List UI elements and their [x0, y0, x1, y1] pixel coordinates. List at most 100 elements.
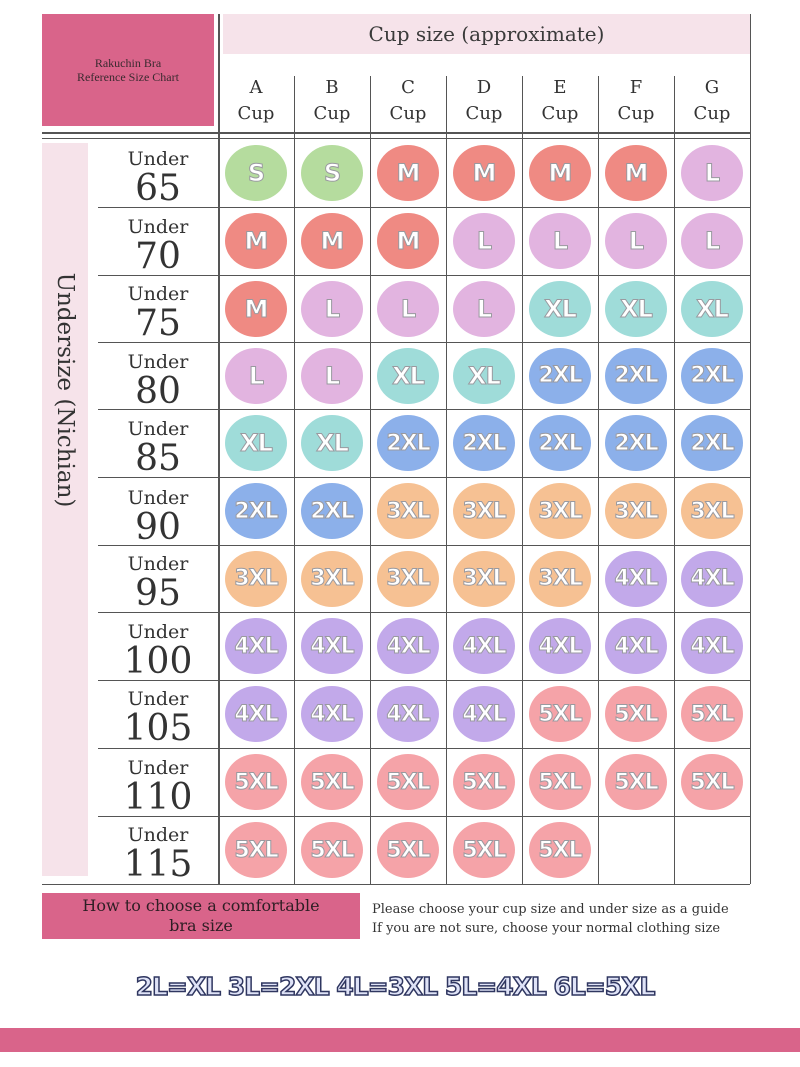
size-cell: 5XL: [605, 686, 667, 742]
row-divider: [98, 816, 750, 817]
size-label: 4XL: [310, 633, 355, 659]
size-cell: L: [301, 280, 363, 337]
row-divider: [98, 477, 750, 478]
size-cell: L: [529, 213, 591, 269]
size-cell: 2XL: [529, 415, 591, 471]
size-cell: L: [377, 280, 439, 337]
size-cell: 5XL: [529, 686, 591, 742]
size-cell: 5XL: [377, 754, 439, 810]
row-divider: [42, 884, 750, 885]
chart-title-box: Rakuchin Bra Reference Size Chart: [42, 14, 214, 126]
size-label: 5XL: [386, 769, 431, 795]
column-divider: [370, 76, 371, 884]
how-to-line1: How to choose a comfortable: [82, 896, 320, 915]
row-header-65: Under 65: [98, 148, 218, 208]
row-size-number: 105: [123, 708, 193, 749]
size-cell: 3XL: [301, 550, 363, 607]
guide-line1: Please choose your cup size and under si…: [372, 902, 729, 917]
size-label: 3XL: [462, 498, 507, 524]
size-cell: 3XL: [529, 550, 591, 607]
size-label: 4XL: [690, 633, 735, 659]
size-cell: XL: [377, 347, 439, 404]
size-label: 2XL: [234, 498, 279, 524]
cup-column-header-g: G Cup: [674, 76, 750, 128]
row-size-number: 110: [123, 777, 193, 818]
size-label: 2XL: [614, 430, 659, 456]
size-cell: 5XL: [301, 754, 363, 810]
cup-column-header-a: A Cup: [218, 76, 294, 128]
size-label: 2XL: [690, 430, 735, 456]
size-cell: 5XL: [529, 754, 591, 810]
size-label: M: [548, 158, 573, 187]
cup-word: Cup: [389, 103, 427, 124]
cup-letter: C: [401, 77, 415, 98]
size-label: 2XL: [614, 363, 659, 389]
size-label: 4XL: [538, 633, 583, 659]
row-divider: [98, 680, 750, 681]
size-cell: M: [377, 144, 439, 201]
size-label: 4XL: [462, 633, 507, 659]
row-under-text: Under: [127, 351, 189, 373]
size-cell: XL: [605, 280, 667, 337]
row-header-95: Under 95: [98, 553, 218, 613]
size-label: 3XL: [386, 566, 431, 592]
size-cell: 4XL: [681, 618, 743, 674]
row-divider: [98, 748, 750, 749]
size-label: M: [320, 227, 345, 256]
size-label: L: [476, 227, 492, 256]
chart-title-line2: Reference Size Chart: [77, 70, 179, 84]
size-cell: 2XL: [301, 483, 363, 539]
size-cell: 2XL: [605, 347, 667, 404]
size-cell: XL: [529, 280, 591, 337]
size-label: 5XL: [234, 837, 279, 863]
size-cell: 4XL: [301, 686, 363, 742]
size-label: 3XL: [538, 566, 583, 592]
size-label: 5XL: [538, 837, 583, 863]
size-cell: M: [225, 213, 287, 269]
row-divider: [98, 275, 750, 276]
size-label: M: [624, 158, 649, 187]
size-label: 3XL: [386, 498, 431, 524]
size-cell: 2XL: [681, 347, 743, 404]
row-divider: [98, 342, 750, 343]
cup-word: Cup: [465, 103, 503, 124]
size-cell: S: [301, 144, 363, 201]
cup-column-header-f: F Cup: [598, 76, 674, 128]
size-cell: 5XL: [605, 754, 667, 810]
footer-bar: [0, 1028, 800, 1052]
size-equivalence-legend: 2L=XL 3L=2XL 4L=3XL 5L=4XL 6L=5XL: [135, 971, 656, 1002]
size-cell: 5XL: [681, 686, 743, 742]
size-label: 3XL: [234, 566, 279, 592]
size-label: XL: [468, 361, 502, 390]
size-label: M: [244, 227, 269, 256]
cup-word: Cup: [237, 103, 275, 124]
size-label: S: [323, 158, 341, 187]
size-cell: 2XL: [681, 415, 743, 471]
size-cell: 3XL: [377, 550, 439, 607]
row-under-text: Under: [127, 824, 189, 846]
size-label: 5XL: [690, 701, 735, 727]
cup-column-header-b: B Cup: [294, 76, 370, 128]
column-divider: [598, 76, 599, 884]
chart-title-line1: Rakuchin Bra: [94, 56, 162, 70]
row-header-divider: [218, 14, 220, 884]
row-divider: [98, 409, 750, 410]
size-cell: 4XL: [225, 686, 287, 742]
size-cell: 3XL: [225, 550, 287, 607]
size-cell: XL: [453, 347, 515, 404]
size-cell: 4XL: [453, 686, 515, 742]
row-size-number: 95: [135, 573, 181, 614]
size-cell: 2XL: [529, 347, 591, 404]
row-header-100: Under 100: [98, 621, 218, 681]
size-cell: 2XL: [605, 415, 667, 471]
row-divider: [98, 545, 750, 546]
size-cell: L: [301, 347, 363, 404]
column-divider: [522, 76, 523, 884]
size-label: 5XL: [310, 769, 355, 795]
size-label: 2XL: [690, 363, 735, 389]
size-label: L: [324, 294, 340, 323]
size-cell: 4XL: [453, 618, 515, 674]
row-size-number: 65: [135, 168, 181, 209]
size-label: 4XL: [462, 701, 507, 727]
row-under-text: Under: [127, 553, 189, 575]
